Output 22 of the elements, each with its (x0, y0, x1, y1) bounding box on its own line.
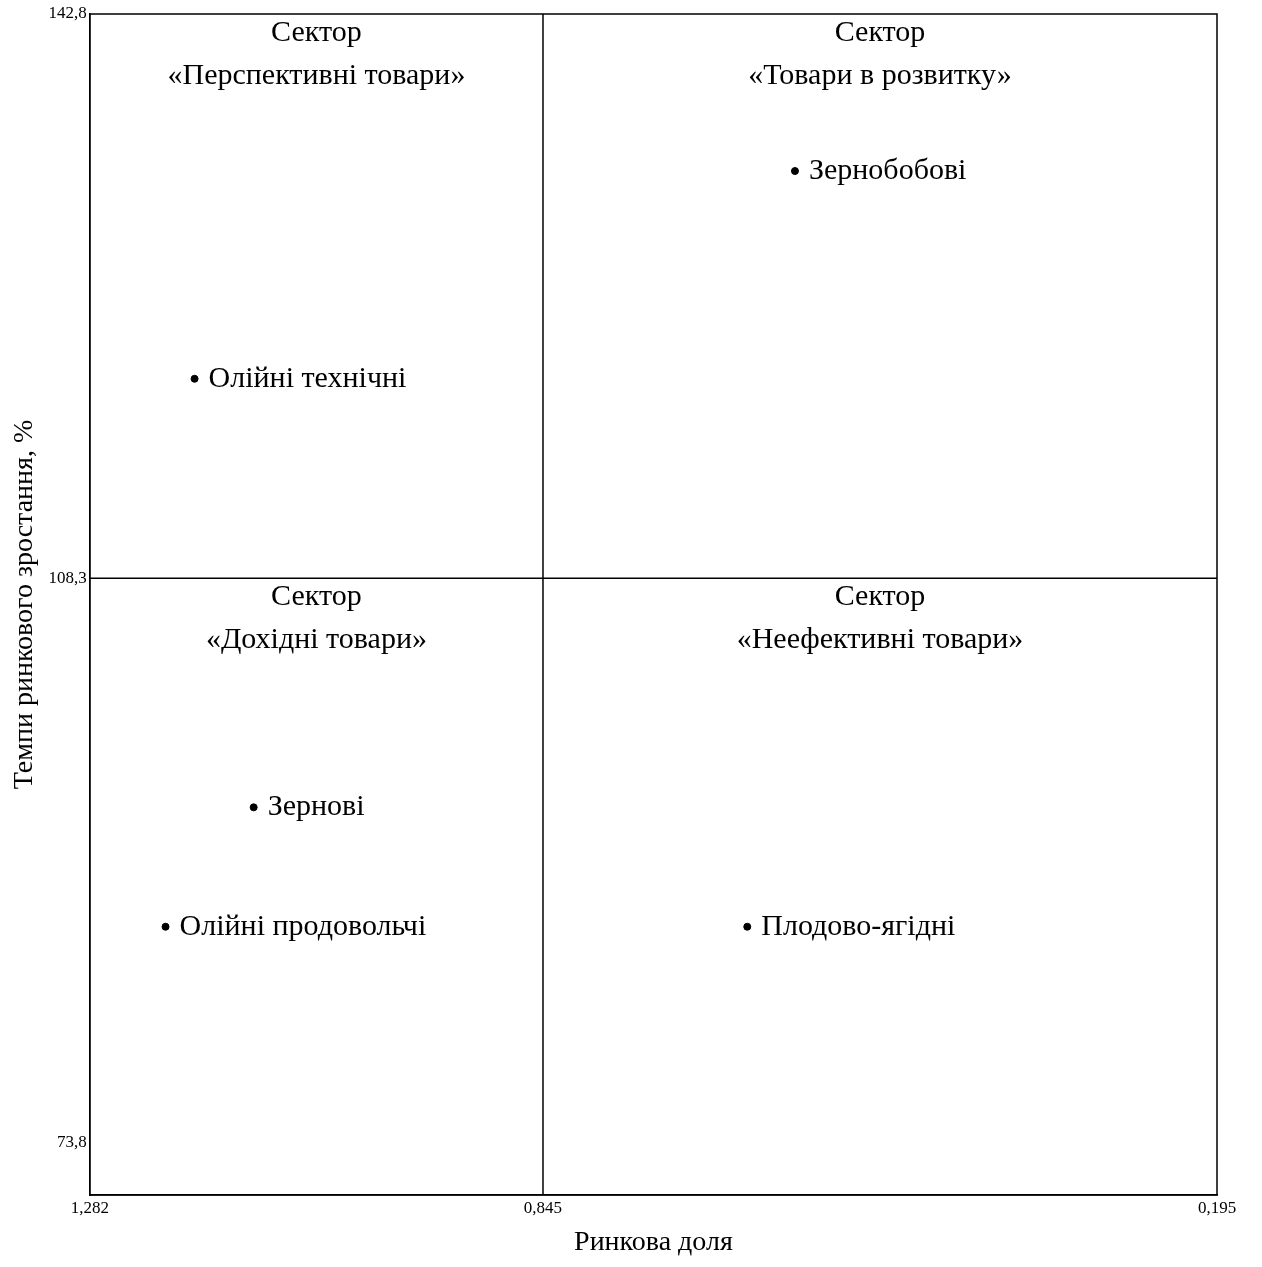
annotation: Олійні технічні (208, 359, 407, 393)
annotation: Олійні продовольчі (179, 907, 427, 941)
x-axis-title: Ринкова доля (574, 1224, 733, 1256)
x-tick-label: 0,845 (523, 1197, 563, 1217)
y-tick-label: 73,8 (57, 1132, 87, 1152)
annotation: Сектор «Перспективні товари» (167, 13, 466, 90)
annotation: Сектор «Товари в розвитку» (748, 13, 1012, 90)
y-tick-label: 142,8 (48, 3, 87, 23)
annotation: Зернові (267, 788, 365, 822)
point (249, 803, 258, 812)
y-tick-label: 108,3 (48, 567, 87, 587)
point (743, 922, 752, 931)
y-axis-title: Темпи ринкового зростання, % (7, 419, 39, 790)
x-tick-label: 1,282 (70, 1197, 109, 1217)
annotation: Плодово-ягідні (761, 907, 956, 941)
point (790, 167, 799, 176)
x-tick-label: 0,195 (1197, 1197, 1237, 1217)
annotation: Сектор «Дохідні товари» (205, 578, 427, 655)
annotation: Зернобобові (808, 151, 967, 185)
point (161, 922, 170, 931)
point (190, 374, 199, 383)
annotation: Сектор «Неефективні товари» (736, 578, 1024, 655)
